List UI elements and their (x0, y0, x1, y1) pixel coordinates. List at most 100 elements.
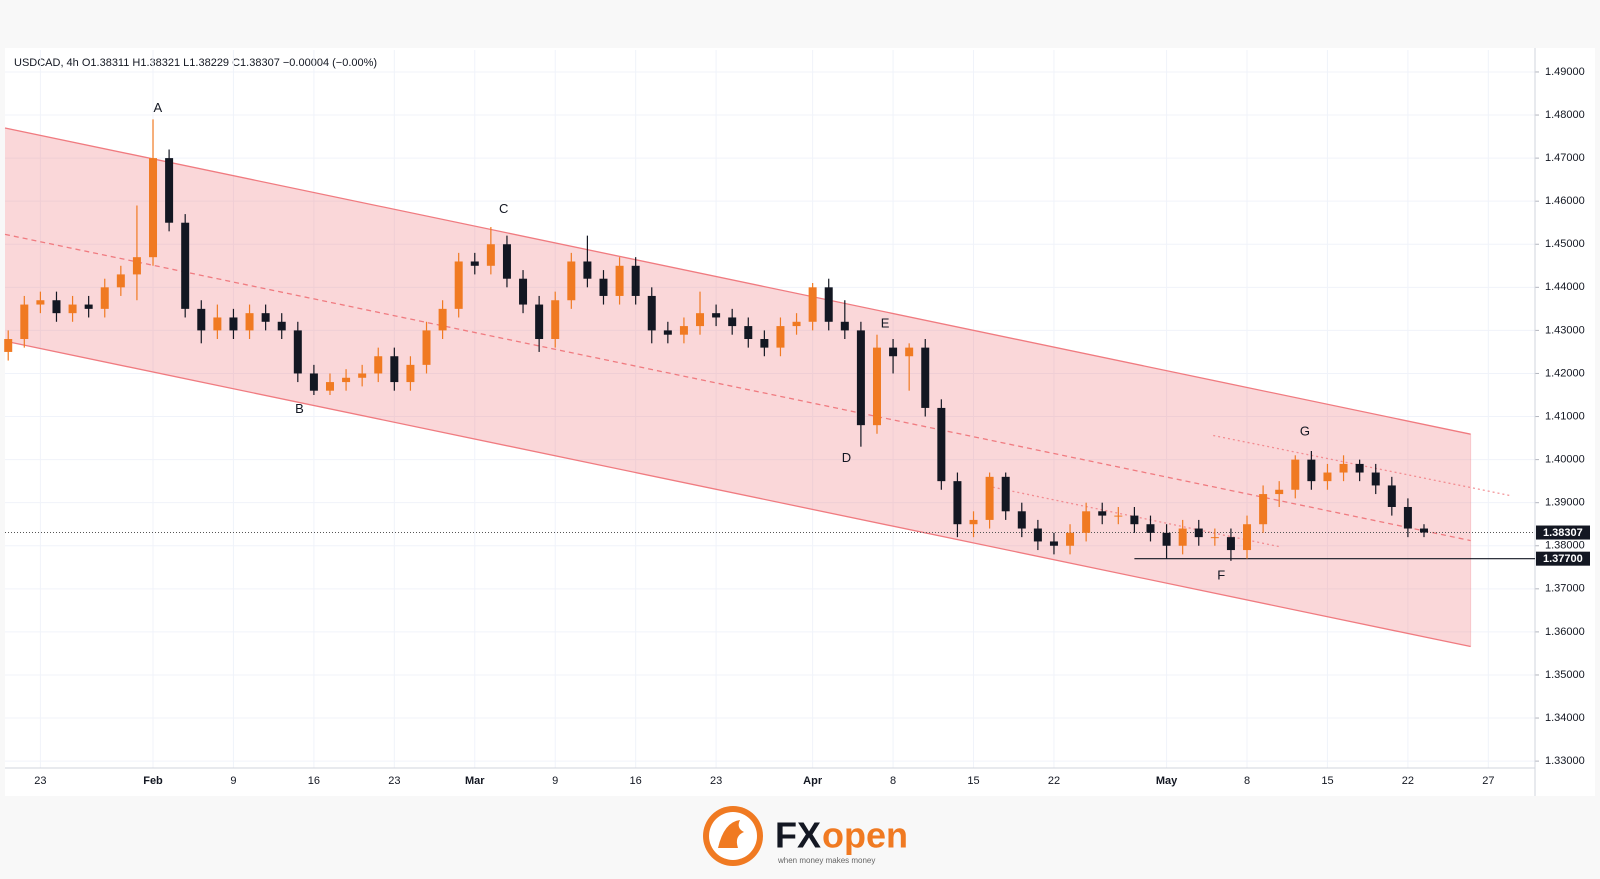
candle-body (1001, 476, 1010, 512)
candle-body (245, 313, 254, 331)
candle-body (808, 287, 817, 322)
y-tick-label: 1.41000 (1545, 410, 1585, 422)
logo-open: open (822, 815, 908, 856)
candle-body (20, 304, 29, 340)
candle-body (1387, 485, 1396, 507)
candle-body (1226, 537, 1235, 551)
channel-upper (4, 127, 1471, 435)
candle-body (696, 313, 705, 327)
price-tag-label: 1.37700 (1543, 553, 1583, 565)
candle-body (1339, 463, 1348, 473)
candle-body (165, 158, 174, 223)
candle-body (535, 304, 544, 340)
y-tick-label: 1.38000 (1545, 540, 1585, 552)
candle-body (1371, 472, 1380, 486)
candle-body (422, 330, 431, 365)
candle-body (599, 278, 608, 296)
x-tick-label: 23 (34, 775, 46, 787)
wave-label: B (295, 401, 304, 416)
candle-body (567, 261, 576, 301)
candle-body (149, 158, 158, 258)
x-tick-label: May (1156, 775, 1178, 787)
candle-body (583, 261, 592, 279)
candle-body (889, 347, 898, 357)
candle-body (921, 347, 930, 408)
candle-body (438, 308, 447, 331)
candle-body (309, 373, 318, 391)
candle-body (4, 339, 13, 352)
wave-label: D (842, 450, 851, 465)
candle-body (1194, 528, 1203, 538)
candle-body (1066, 532, 1075, 546)
candle-body (1291, 459, 1300, 490)
candle-body (406, 364, 415, 383)
x-tick-label: Mar (465, 775, 485, 787)
candle-body (1082, 511, 1091, 533)
chart-title: USDCAD, 4h O1.38311 H1.38321 L1.38229 C1… (14, 57, 377, 69)
y-tick-label: 1.37000 (1545, 583, 1585, 595)
candle-body (197, 308, 206, 331)
price-tag-label: 1.38307 (1543, 527, 1583, 539)
price-tag (1536, 525, 1590, 540)
candle-body (519, 278, 528, 305)
y-tick-label: 1.49000 (1545, 66, 1585, 78)
candle-body (937, 407, 946, 482)
candle-body (100, 287, 109, 309)
candle-body (454, 261, 463, 309)
candle-body (1049, 541, 1058, 546)
candle-body (293, 330, 302, 374)
candle-body (1323, 472, 1332, 482)
candle-body (856, 330, 865, 426)
candle-body (1130, 515, 1139, 525)
candle-body (213, 317, 222, 331)
candle-body (358, 373, 367, 378)
candle-body (679, 326, 688, 335)
x-tick-label: 15 (1321, 775, 1333, 787)
x-tick-label: 16 (308, 775, 320, 787)
candle-body (1178, 528, 1187, 546)
chart-panel (5, 48, 1595, 796)
x-tick-label: Feb (143, 775, 163, 787)
candle-body (985, 476, 994, 520)
wave-label: C (499, 201, 508, 216)
y-tick-label: 1.34000 (1545, 712, 1585, 724)
candle-body (486, 244, 495, 266)
candle-body (374, 356, 383, 374)
candle-body (229, 317, 238, 331)
candle-body (1017, 511, 1026, 529)
x-tick-label: 8 (890, 775, 896, 787)
x-tick-label: 22 (1048, 775, 1060, 787)
y-tick-label: 1.35000 (1545, 669, 1585, 681)
candle-body (132, 257, 141, 275)
candle-body (905, 347, 914, 357)
candle-body (84, 304, 93, 309)
logo-bull (718, 820, 744, 848)
candle-body (1162, 532, 1171, 546)
candle-body (1419, 528, 1428, 533)
candle-body (342, 377, 351, 383)
x-tick-label: 15 (967, 775, 979, 787)
x-tick-label: 9 (552, 775, 558, 787)
candle-body (872, 347, 881, 426)
candle-body (647, 295, 656, 331)
candle-body (760, 339, 769, 348)
candle-body (840, 321, 849, 331)
candle-body (52, 300, 61, 314)
candle-body (953, 481, 962, 525)
x-tick-label: 16 (630, 775, 642, 787)
logo-tagline: when money makes money (777, 856, 875, 865)
y-tick-label: 1.47000 (1545, 152, 1585, 164)
channel-middle (4, 233, 1471, 542)
y-tick-label: 1.40000 (1545, 454, 1585, 466)
candle-body (551, 300, 560, 340)
candle-body (776, 326, 785, 348)
wave-label: E (881, 315, 890, 330)
wave-label: G (1300, 423, 1310, 438)
logo-fx: FX (775, 815, 821, 856)
candle-body (277, 321, 286, 331)
candle-body (68, 304, 77, 314)
candle-body (390, 356, 399, 383)
y-tick-label: 1.46000 (1545, 195, 1585, 207)
